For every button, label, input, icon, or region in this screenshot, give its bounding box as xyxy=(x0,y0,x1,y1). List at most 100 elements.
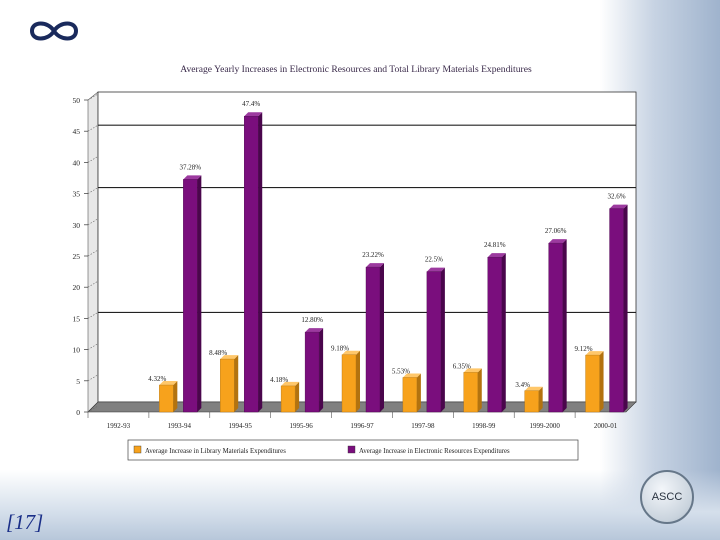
bar xyxy=(244,116,259,413)
legend-label: Average Increase in Library Materials Ex… xyxy=(145,448,286,455)
bar xyxy=(159,384,174,413)
infinity-logo-icon xyxy=(29,21,79,41)
bar-top xyxy=(281,381,300,386)
bar-side xyxy=(599,351,604,412)
bar-side xyxy=(623,204,628,412)
bar-side xyxy=(562,239,567,412)
bar-top xyxy=(159,381,178,386)
y-tick-depth-line xyxy=(87,374,99,382)
y-tick-depth-line xyxy=(87,249,99,257)
bar-side xyxy=(380,263,384,412)
bar xyxy=(280,385,296,413)
bar-side xyxy=(356,350,360,412)
x-tick-label: 1998-99 xyxy=(472,422,496,430)
ascc-logo-text: ASCC xyxy=(651,491,683,503)
bar xyxy=(585,354,600,413)
y-tick-label: 40 xyxy=(73,158,81,167)
y-tick-label: 15 xyxy=(73,314,81,323)
y-tick-depth-line xyxy=(87,405,99,413)
data-label: 22.5% xyxy=(425,256,443,264)
data-label: 8.48% xyxy=(209,349,227,357)
x-tick-label: 1994-95 xyxy=(229,422,253,430)
y-tick-depth-line xyxy=(87,187,99,194)
ascc-logo: ASCC xyxy=(640,470,694,524)
x-tick-label: 1996-97 xyxy=(350,422,374,430)
bar xyxy=(220,358,235,413)
data-label: 4.32% xyxy=(148,375,166,383)
bar-top xyxy=(220,355,239,360)
y-tick-label: 5 xyxy=(76,377,80,386)
bar xyxy=(183,179,198,413)
slide-number: [17] xyxy=(6,510,44,534)
legend-swatch xyxy=(133,445,142,454)
y-tick-label: 25 xyxy=(73,252,81,261)
bar-top xyxy=(342,350,360,355)
bar-top xyxy=(463,368,482,373)
bar xyxy=(463,372,478,413)
y-tick-label: 35 xyxy=(73,190,81,199)
bar-top xyxy=(183,175,202,180)
y-tick-depth-line xyxy=(87,312,99,319)
data-label: 27.06% xyxy=(545,227,567,235)
bar-side xyxy=(234,355,239,412)
bar xyxy=(487,256,502,413)
bar-side xyxy=(440,267,445,412)
bar-top xyxy=(524,386,543,391)
legend-swatch xyxy=(347,445,356,454)
data-label: 24.81% xyxy=(484,241,506,249)
data-label: 9.18% xyxy=(331,345,349,353)
bar xyxy=(304,331,320,413)
bar-side xyxy=(295,381,300,412)
y-tick-label: 45 xyxy=(73,127,81,136)
y-tick-depth-line xyxy=(87,156,99,163)
y-tick-label: 50 xyxy=(73,96,81,105)
bar xyxy=(548,242,563,413)
y-tick-label: 20 xyxy=(73,283,81,292)
bar-side xyxy=(501,253,506,412)
data-label: 47.4% xyxy=(242,100,260,108)
bar-top xyxy=(244,112,263,117)
bar-side xyxy=(538,386,543,412)
data-label: 23.22% xyxy=(362,251,384,259)
bar-side xyxy=(416,373,421,412)
y-tick-depth-line xyxy=(87,218,99,226)
data-label: 37.28% xyxy=(180,163,202,171)
chart-side-wall xyxy=(87,91,99,413)
y-tick-depth-line xyxy=(87,280,99,288)
bar-top xyxy=(305,328,324,333)
bar xyxy=(402,377,418,413)
y-tick-label: 30 xyxy=(73,221,81,230)
chart-title: Average Yearly Increases in Electronic R… xyxy=(180,64,532,75)
background-decoration-bottom xyxy=(0,470,720,540)
x-tick-label: 1992-93 xyxy=(107,422,131,430)
y-tick-label: 0 xyxy=(76,408,80,417)
bar-side xyxy=(258,112,263,412)
y-tick-depth-line xyxy=(87,93,99,101)
bar-side xyxy=(477,368,482,412)
legend-label: Average Increase in Electronic Resources… xyxy=(359,448,510,455)
x-tick-label: 1999-2000 xyxy=(529,422,560,430)
bar-top xyxy=(426,267,445,272)
bar-side xyxy=(173,381,178,412)
y-tick-depth-line xyxy=(87,124,99,132)
bar-top xyxy=(366,263,384,268)
bar xyxy=(365,266,381,413)
bar-side xyxy=(197,175,202,412)
x-tick-label: 1995-96 xyxy=(289,422,313,430)
bar-top xyxy=(487,253,506,258)
data-label: 3.4% xyxy=(515,381,530,389)
data-label: 9.12% xyxy=(575,345,593,353)
bar-top xyxy=(585,351,604,356)
bar xyxy=(426,271,442,413)
bar-top xyxy=(609,204,628,209)
data-label: 12.80% xyxy=(301,316,323,324)
data-label: 6.35% xyxy=(453,362,471,370)
bar-top xyxy=(548,239,567,244)
bar xyxy=(609,208,624,413)
x-tick-label: 1993-94 xyxy=(168,422,192,430)
y-tick-depth-line xyxy=(87,343,99,350)
bar xyxy=(341,354,357,413)
data-label: 4.18% xyxy=(270,376,288,384)
x-tick-label: 1997-98 xyxy=(411,422,435,430)
